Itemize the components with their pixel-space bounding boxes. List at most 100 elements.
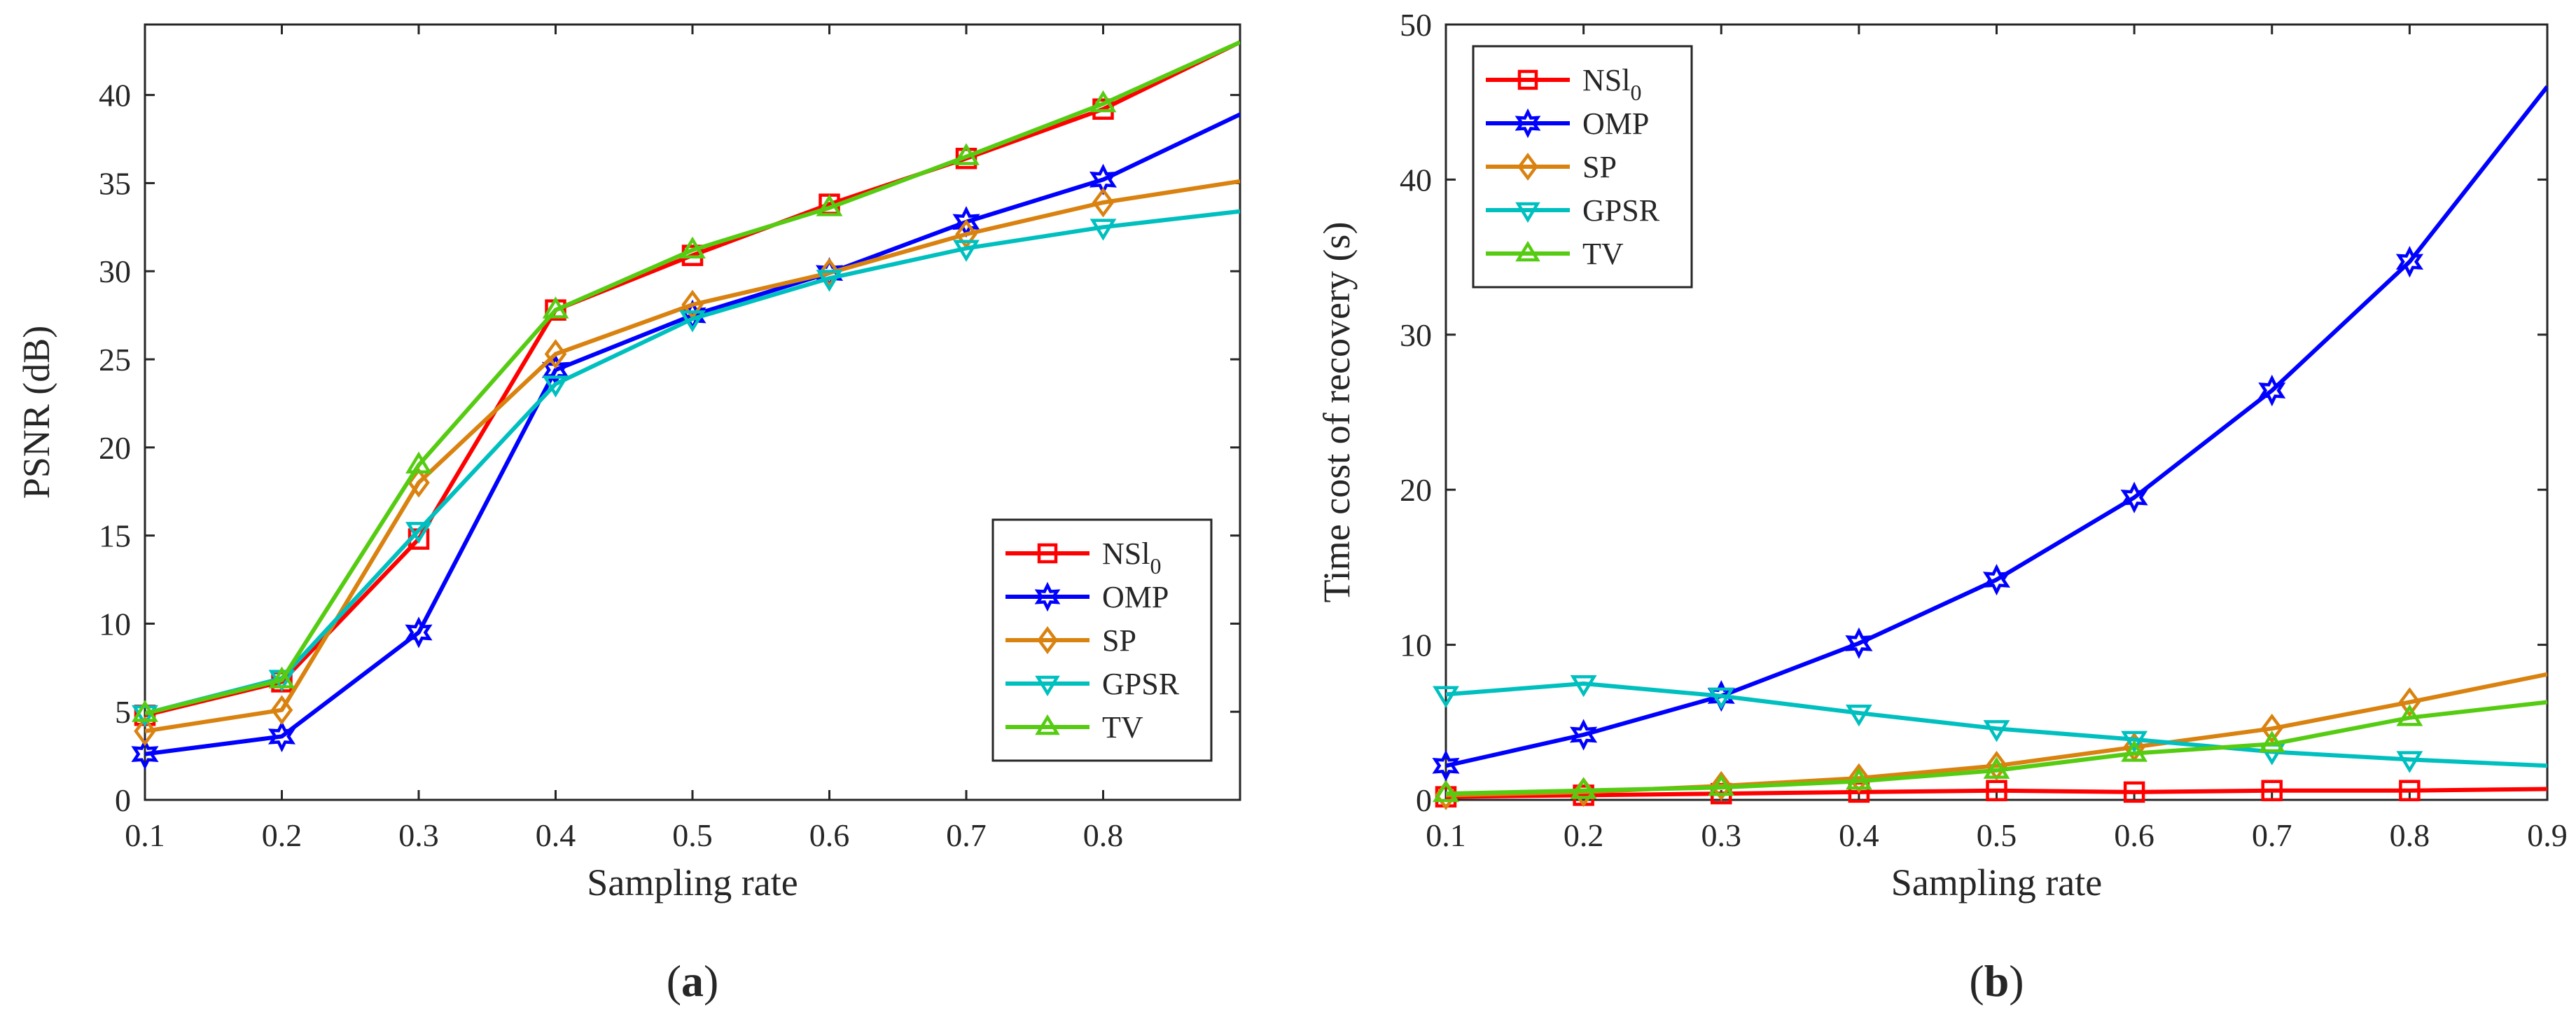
series-line bbox=[1446, 787, 2547, 799]
x-tick-label: 0.4 bbox=[1839, 817, 1879, 853]
data-point bbox=[405, 451, 432, 473]
data-point bbox=[2123, 781, 2145, 803]
data-point bbox=[1432, 749, 1460, 782]
data-point bbox=[1570, 674, 1597, 698]
legend-label: TV bbox=[1102, 710, 1143, 745]
data-point bbox=[953, 240, 980, 262]
series-tv bbox=[132, 40, 1240, 722]
data-point bbox=[132, 705, 158, 728]
data-point bbox=[2396, 751, 2423, 773]
x-tick-label: 0.5 bbox=[672, 817, 713, 853]
legend-label: NSl0 bbox=[1582, 63, 1641, 105]
y-tick-label: 30 bbox=[1400, 317, 1432, 353]
data-point bbox=[816, 270, 843, 292]
data-point bbox=[268, 666, 295, 689]
y-tick-label: 0 bbox=[1416, 782, 1432, 818]
legend-marker bbox=[1517, 69, 1538, 90]
legend-marker bbox=[1037, 626, 1058, 654]
data-point bbox=[818, 258, 841, 289]
y-tick-label: 25 bbox=[99, 342, 131, 378]
x-tick-label: 0.8 bbox=[1083, 817, 1124, 853]
legend-marker bbox=[1517, 153, 1538, 181]
data-point bbox=[2395, 246, 2424, 278]
series-sp bbox=[134, 179, 1240, 747]
y-axis-label: Time cost of recovery (s) bbox=[1316, 222, 1358, 603]
data-point bbox=[1845, 627, 1873, 659]
data-point bbox=[679, 236, 706, 259]
data-point bbox=[1433, 780, 1459, 803]
series-line bbox=[1446, 700, 2547, 796]
data-point bbox=[131, 738, 159, 770]
data-point bbox=[2398, 687, 2421, 717]
legend-marker bbox=[1515, 108, 1541, 139]
x-tick-label: 0.2 bbox=[262, 817, 302, 853]
y-tick-label: 5 bbox=[115, 694, 131, 730]
data-point bbox=[2121, 740, 2148, 762]
data-point bbox=[2396, 704, 2423, 726]
data-point bbox=[1986, 780, 2007, 801]
legend-label: OMP bbox=[1582, 106, 1649, 141]
x-axis-label: Sampling rate bbox=[587, 862, 798, 904]
x-tick-label: 0.1 bbox=[125, 817, 165, 853]
y-tick-label: 30 bbox=[99, 254, 131, 289]
series-line bbox=[145, 40, 1240, 716]
y-tick-label: 35 bbox=[99, 165, 131, 201]
data-point bbox=[679, 310, 706, 333]
data-point bbox=[2258, 731, 2285, 753]
data-point bbox=[1983, 756, 2010, 779]
x-axis-label: Sampling rate bbox=[1891, 862, 2102, 904]
x-tick-label: 0.7 bbox=[2252, 817, 2292, 853]
legend-marker bbox=[1515, 240, 1540, 262]
legend-label: NSl0 bbox=[1102, 537, 1161, 579]
y-tick-label: 0 bbox=[115, 782, 131, 818]
y-tick-label: 40 bbox=[99, 78, 131, 113]
data-point bbox=[1089, 219, 1117, 241]
data-point bbox=[1708, 773, 1735, 796]
data-point bbox=[405, 522, 432, 544]
legend-marker bbox=[1034, 581, 1061, 612]
data-point bbox=[953, 143, 980, 165]
x-tick-label: 0.2 bbox=[1564, 817, 1604, 853]
data-point bbox=[267, 720, 296, 753]
x-tick-label: 0.3 bbox=[398, 817, 439, 853]
data-point bbox=[132, 700, 158, 722]
series-sp bbox=[1435, 672, 2547, 810]
series-line bbox=[145, 209, 1240, 716]
data-point bbox=[1982, 564, 2011, 596]
data-point bbox=[1089, 90, 1117, 113]
x-tick-label: 0.5 bbox=[1977, 817, 2017, 853]
legend-marker bbox=[1035, 714, 1060, 735]
legend-label: SP bbox=[1102, 623, 1136, 658]
data-point bbox=[2399, 780, 2421, 801]
x-tick-label: 0.3 bbox=[1701, 817, 1742, 853]
data-point bbox=[1570, 777, 1597, 799]
data-point bbox=[1983, 720, 2010, 742]
data-point bbox=[2261, 780, 2283, 801]
data-point bbox=[2121, 731, 2148, 753]
x-tick-label: 0.6 bbox=[2114, 817, 2154, 853]
series-nsl bbox=[1435, 780, 2547, 808]
data-point bbox=[2120, 481, 2148, 513]
y-tick-label: 10 bbox=[1400, 628, 1432, 663]
y-tick-label: 15 bbox=[99, 518, 131, 554]
y-tick-label: 20 bbox=[1400, 472, 1432, 508]
data-point bbox=[2258, 374, 2286, 407]
x-tick-label: 0.1 bbox=[1426, 817, 1466, 853]
data-point bbox=[408, 467, 430, 498]
series-line bbox=[1446, 85, 2547, 768]
data-point bbox=[1710, 770, 1733, 801]
data-point bbox=[1848, 763, 1870, 794]
y-tick-label: 10 bbox=[99, 606, 131, 642]
y-axis-label: PSNR (dB) bbox=[15, 326, 57, 499]
legend-marker bbox=[1035, 675, 1060, 697]
chart-panel-b: 0.1 0.2 0.3 0.4 0.5 0.6 0.7 0.8 0.9 0 10 20 30 40 50 Sa… bbox=[1316, 7, 2568, 1006]
chart-panel-a: 0.1 0.2 0.3 0.4 0.5 0.6 0.7 0.8 0 5 10 15 20 25 30 35 40… bbox=[15, 23, 1241, 1006]
legend-label: OMP bbox=[1102, 580, 1169, 614]
y-tick-label: 20 bbox=[99, 430, 131, 466]
data-point bbox=[1845, 705, 1872, 727]
data-point bbox=[405, 616, 433, 649]
data-point bbox=[542, 296, 569, 319]
